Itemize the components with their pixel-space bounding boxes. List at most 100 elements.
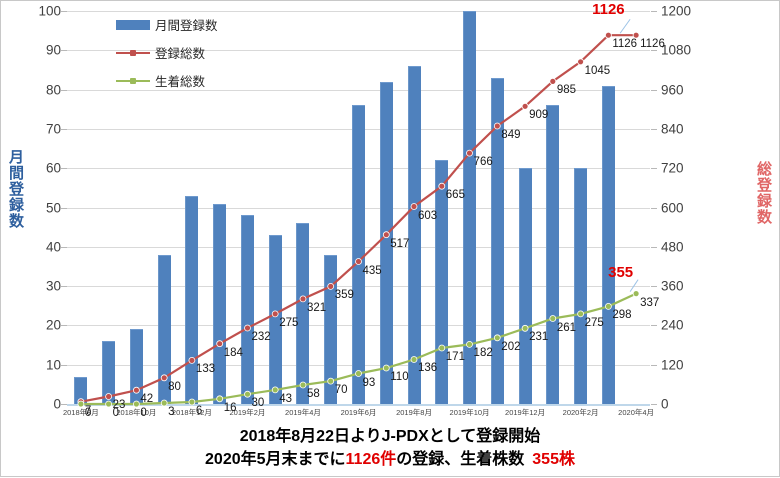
data-label: 985 (556, 84, 577, 97)
line-marker (355, 258, 362, 265)
tick-mark (651, 364, 657, 366)
data-label: 435 (362, 264, 382, 277)
x-tick-label: 2020年4月 (618, 408, 655, 417)
line-marker (327, 377, 335, 385)
caption-line2-part-a: 2020年5月末までに (205, 451, 346, 469)
legend-line-swatch (116, 48, 150, 58)
bar (463, 11, 477, 404)
left-tick-label: 100 (38, 3, 61, 19)
tick-mark (651, 325, 657, 327)
bar (407, 66, 421, 404)
bar (546, 105, 560, 404)
right-tick-label: 360 (661, 278, 684, 294)
line-marker (299, 295, 307, 303)
data-label: 110 (390, 370, 409, 383)
data-label: 0 (140, 407, 147, 419)
line-marker (382, 364, 390, 372)
right-tick-label: 120 (661, 357, 684, 373)
right-tick-label: 1200 (661, 3, 692, 19)
line-marker (271, 310, 279, 318)
data-label: 909 (529, 109, 549, 122)
data-label: 93 (362, 376, 376, 389)
line-marker (410, 356, 418, 363)
tick-mark (651, 89, 657, 91)
data-label: 232 (251, 331, 271, 344)
data-label: 23 (112, 399, 126, 412)
line-marker (188, 398, 196, 406)
data-label: 275 (584, 316, 604, 329)
data-label: 231 (529, 331, 549, 344)
left-tick-label: 50 (45, 200, 61, 215)
callout-leader-line (629, 279, 639, 292)
bar (574, 168, 588, 404)
line-marker (577, 310, 584, 318)
bar (185, 195, 199, 404)
data-label: 517 (390, 237, 410, 250)
tick-mark (651, 128, 657, 130)
legend-item[interactable]: 生着総数 (116, 71, 218, 90)
line-marker (216, 340, 224, 348)
data-label: 275 (279, 316, 299, 329)
line-path (80, 34, 637, 403)
data-label: 261 (556, 321, 577, 334)
data-label: 321 (306, 301, 327, 314)
line-marker (271, 386, 279, 394)
tick-mark (651, 404, 657, 405)
line-marker (160, 374, 168, 382)
right-axis-title: 総登録数 (755, 161, 772, 225)
line-marker (244, 324, 251, 332)
data-label: 0 (112, 407, 120, 419)
plot-area: 7 23 42 80 133 184 232 275 321 359 435 517 603 665 766… (67, 1, 665, 419)
data-label: 766 (473, 156, 493, 169)
data-label: 43 (279, 392, 292, 405)
left-tick-label: 10 (45, 357, 61, 373)
legend-item[interactable]: 月間登録数 (116, 15, 218, 34)
data-label: 136 (418, 362, 438, 375)
line-marker (244, 390, 251, 398)
line-marker (105, 400, 112, 408)
tick-mark (651, 286, 657, 288)
line-marker (105, 393, 112, 400)
data-label: 337 (640, 296, 660, 309)
data-label: 1126 (640, 38, 665, 51)
tick-mark (651, 168, 657, 170)
gridline (67, 89, 650, 91)
bar (74, 376, 88, 404)
left-tick-label: 40 (45, 239, 61, 255)
bar (157, 254, 171, 404)
left-tick-label: 20 (45, 317, 61, 333)
data-label: 202 (501, 340, 521, 353)
figure-caption: 2018年8月22日よりJ-PDXとして登録開始 2020年5月末までに1126… (1, 425, 779, 471)
data-label: 1126 (592, 1, 625, 19)
data-label: 171 (445, 350, 465, 363)
line-series (77, 18, 640, 408)
line-marker (632, 290, 640, 298)
legend-item[interactable]: 登録総数 (116, 43, 218, 62)
right-tick-label: 840 (661, 121, 684, 137)
x-tick-label: 2019年8月 (396, 408, 432, 417)
line-marker (632, 31, 640, 39)
bar (518, 168, 532, 404)
line-marker (299, 381, 307, 389)
bar (129, 329, 143, 404)
line-marker (466, 340, 473, 348)
data-label: 359 (334, 289, 354, 302)
caption-highlight-engraftment: 355株 (532, 451, 575, 469)
line-marker (133, 400, 140, 408)
gridline (67, 50, 650, 52)
data-label: 1045 (584, 64, 611, 77)
x-tick-label: 2019年6月 (340, 408, 377, 417)
x-tick-label: 2019年4月 (285, 408, 321, 417)
caption-line-1: 2018年8月22日よりJ-PDXとして登録開始 (239, 428, 541, 445)
line-marker (521, 324, 529, 332)
legend-marker (130, 50, 136, 56)
right-tick-label: 1080 (661, 42, 692, 58)
line-marker (410, 203, 418, 210)
tick-mark (651, 207, 657, 209)
data-label: 0 (84, 407, 92, 419)
data-label: 70 (334, 384, 348, 397)
bar (490, 77, 504, 404)
left-tick-label: 30 (45, 278, 61, 294)
line-marker (605, 302, 612, 310)
